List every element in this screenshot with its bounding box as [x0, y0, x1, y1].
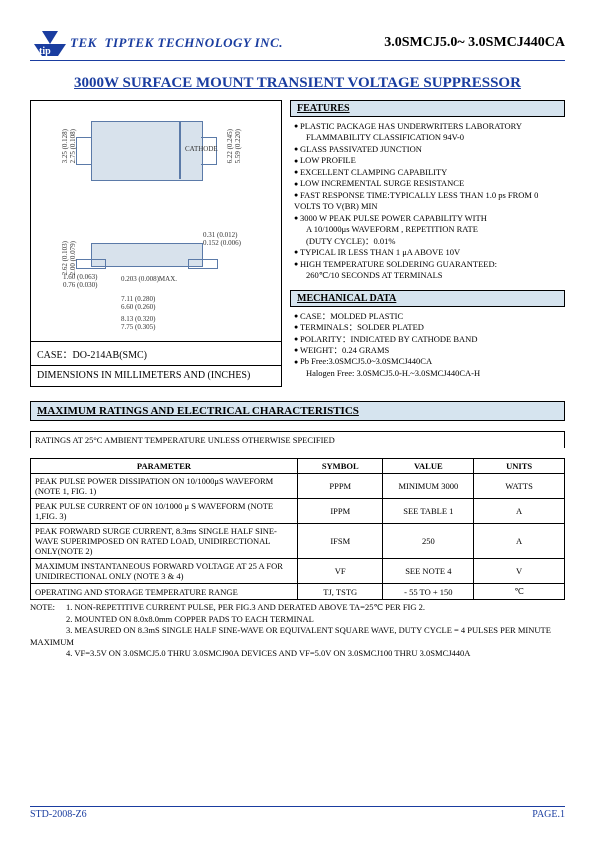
- table-row: PEAK PULSE CURRENT OF 0N 10/1000 μ S WAV…: [31, 499, 565, 524]
- dim-total-w: 8.13 (0.320): [121, 315, 155, 323]
- note-line: 4. VF=3.5V ON 3.0SMCJ5.0 THRU 3.0SMCJ90A…: [66, 648, 470, 658]
- mech-item: Pb Free:3.0SMCJ5.0~3.0SMCJ440CA: [294, 356, 561, 367]
- main-title: 3000W SURFACE MOUNT TRANSIENT VOLTAGE SU…: [30, 75, 565, 92]
- col-header: VALUE: [383, 459, 474, 474]
- feature-item: HIGH TEMPERATURE SOLDERING GUARANTEED:: [294, 259, 561, 270]
- mechanical-heading: MECHANICAL DATA: [290, 290, 565, 307]
- note-line: 2. MOUNTED ON 8.0x8.0mm COPPER PADS TO E…: [66, 614, 314, 624]
- footer: STD-2008-Z6 PAGE.1: [30, 806, 565, 820]
- table-row: PEAK PULSE POWER DISSIPATION ON 10/1000μ…: [31, 474, 565, 499]
- notes: NOTE:1. NON-REPETITIVE CURRENT PULSE, PE…: [30, 602, 565, 659]
- dim-body-w: 7.11 (0.280): [121, 295, 155, 303]
- feature-item: A 10/1000μs WAVEFORM , REPETITION RATE: [294, 224, 561, 235]
- mechanical-list: CASE：MOLDED PLASTIC TERMINALS：SOLDER PLA…: [290, 307, 565, 388]
- feature-item: (DUTY CYCLE)：0.01%: [294, 236, 561, 247]
- feature-item: 3000 W PEAK PULSE POWER CAPABILITY WITH: [294, 213, 561, 224]
- ratings-caption: RATINGS AT 25°C AMBIENT TEMPERATURE UNLE…: [30, 431, 565, 448]
- dim-lead-hb: 0.76 (0.030): [63, 281, 97, 289]
- dim-top-h1: 3.25 (0.128): [61, 129, 69, 163]
- cathode-label: CATHODE: [185, 145, 218, 153]
- note-line: 1. NON-REPETITIVE CURRENT PULSE, PER FIG…: [66, 602, 425, 612]
- features-heading: FEATURES: [290, 100, 565, 117]
- dim-top-h2: 6.22 (0.245): [226, 129, 234, 163]
- logo-icon: tip: [30, 28, 70, 58]
- mech-item: WEIGHT：0.24 GRAMS: [294, 345, 561, 356]
- header: tip TEK TIPTEK TECHNOLOGY INC. 3.0SMCJ5.…: [30, 28, 565, 61]
- company-name: TIPTEK TECHNOLOGY INC.: [105, 35, 283, 50]
- features-list: PLASTIC PACKAGE HAS UNDERWRITERS LABORAT…: [290, 117, 565, 290]
- feature-item: GLASS PASSIVATED JUNCTION: [294, 144, 561, 155]
- svg-text:tip: tip: [39, 46, 51, 57]
- notes-label: NOTE:: [30, 602, 66, 613]
- table-row: MAXIMUM INSTANTANEOUS FORWARD VOLTAGE AT…: [31, 559, 565, 584]
- dimensions-label: DIMENSIONS IN MILLIMETERS AND (INCHES): [31, 365, 281, 385]
- dim-top-h2b: 5.59 (0.220): [234, 129, 242, 163]
- package-diagram: CATHODE 3.25 (0.128)2.75 (0.108) 6.22 (0…: [31, 101, 281, 341]
- dim-top-h1b: 2.75 (0.108): [69, 129, 77, 163]
- footer-left: STD-2008-Z6: [30, 809, 87, 820]
- dim-side-h1b: 2.00 (0.079): [69, 241, 77, 275]
- col-header: SYMBOL: [298, 459, 383, 474]
- feature-item: 260℃/10 SECONDS AT TERMINALS: [294, 270, 561, 281]
- feature-item: FLAMMABILITY CLASSIFICATION 94V-0: [294, 132, 561, 143]
- mech-item: POLARITY：INDICATED BY CATHODE BAND: [294, 334, 561, 345]
- dim-body-wb: 6.60 (0.260): [121, 303, 155, 311]
- note-line: 3. MEASURED ON 8.3mS SINGLE HALF SINE-WA…: [30, 625, 551, 646]
- footer-right: PAGE.1: [532, 809, 565, 820]
- feature-item: PLASTIC PACKAGE HAS UNDERWRITERS LABORAT…: [294, 121, 561, 132]
- dim-lead-tb: 0.152 (0.006): [203, 239, 241, 247]
- package-diagram-panel: CATHODE 3.25 (0.128)2.75 (0.108) 6.22 (0…: [30, 100, 282, 387]
- col-header: PARAMETER: [31, 459, 298, 474]
- max-ratings-heading: MAXIMUM RATINGS AND ELECTRICAL CHARACTER…: [30, 401, 565, 421]
- dim-standoff: 0.203 (0.008)MAX.: [121, 275, 177, 283]
- dim-total-wb: 7.75 (0.305): [121, 323, 155, 331]
- dim-lead-t: 0.31 (0.012): [203, 231, 237, 239]
- logo: tip TEK TIPTEK TECHNOLOGY INC.: [30, 28, 283, 58]
- logo-brand: TEK: [70, 35, 97, 50]
- table-row: PEAK FORWARD SURGE CURRENT, 8.3ms SINGLE…: [31, 524, 565, 559]
- feature-item: LOW INCREMENTAL SURGE RESISTANCE: [294, 178, 561, 189]
- dim-side-h1: 2.62 (0.103): [61, 241, 69, 275]
- dim-lead-h: 1.60 (0.063): [63, 273, 97, 281]
- case-label: CASE：DO-214AB(SMC): [31, 341, 281, 365]
- ratings-table: PARAMETER SYMBOL VALUE UNITS PEAK PULSE …: [30, 458, 565, 600]
- feature-item: FAST RESPONSE TIME:TYPICALLY LESS THAN 1…: [294, 190, 561, 213]
- feature-item: EXCELLENT CLAMPING CAPABILITY: [294, 167, 561, 178]
- table-header-row: PARAMETER SYMBOL VALUE UNITS: [31, 459, 565, 474]
- col-header: UNITS: [474, 459, 565, 474]
- part-range: 3.0SMCJ5.0~ 3.0SMCJ440CA: [384, 35, 565, 51]
- mech-item: CASE：MOLDED PLASTIC: [294, 311, 561, 322]
- feature-item: LOW PROFILE: [294, 155, 561, 166]
- feature-item: TYPICAL IR LESS THAN 1 μA ABOVE 10V: [294, 247, 561, 258]
- mech-item: TERMINALS：SOLDER PLATED: [294, 322, 561, 333]
- mech-item: Halogen Free: 3.0SMCJ5.0-H.~3.0SMCJ440CA…: [294, 368, 561, 379]
- table-row: OPERATING AND STORAGE TEMPERATURE RANGET…: [31, 584, 565, 600]
